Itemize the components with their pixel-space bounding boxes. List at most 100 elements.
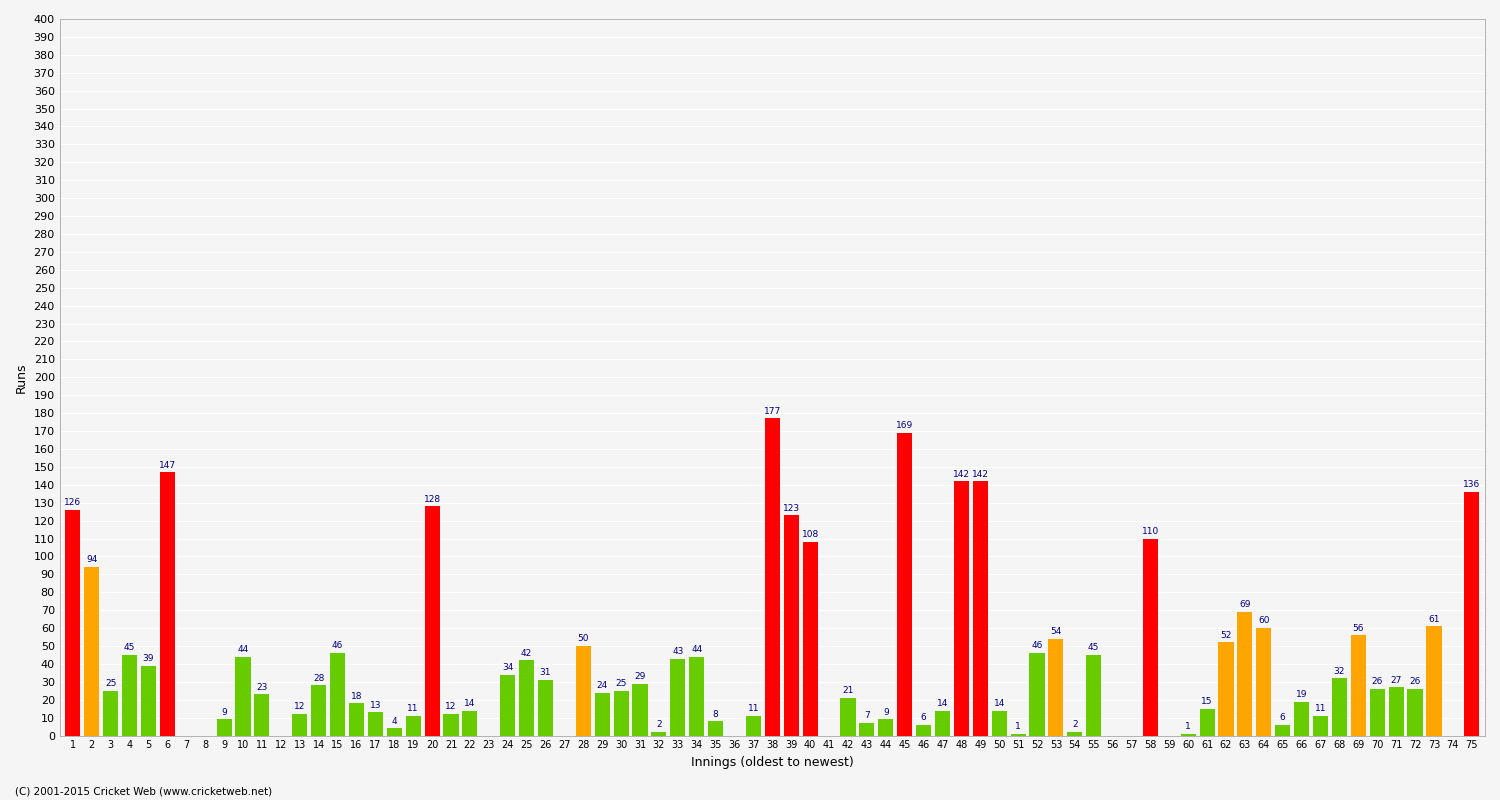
- Text: 94: 94: [86, 555, 98, 565]
- Text: 12: 12: [446, 702, 456, 711]
- Bar: [783, 515, 800, 735]
- Bar: [576, 646, 591, 735]
- Text: 24: 24: [597, 681, 608, 690]
- Bar: [992, 710, 1006, 735]
- Text: 44: 44: [692, 645, 702, 654]
- Text: 13: 13: [369, 701, 381, 710]
- Bar: [104, 690, 118, 735]
- Bar: [160, 472, 176, 735]
- Text: 11: 11: [408, 704, 419, 713]
- Bar: [878, 719, 894, 735]
- Bar: [538, 680, 554, 735]
- Text: 18: 18: [351, 692, 361, 701]
- Bar: [1143, 538, 1158, 735]
- Text: 169: 169: [896, 421, 914, 430]
- Bar: [708, 722, 723, 735]
- Text: 25: 25: [615, 679, 627, 688]
- Bar: [1352, 635, 1366, 735]
- Text: 42: 42: [520, 649, 532, 658]
- Text: 19: 19: [1296, 690, 1308, 699]
- Bar: [1312, 716, 1328, 735]
- Bar: [651, 732, 666, 735]
- Bar: [746, 716, 760, 735]
- Text: 2: 2: [1072, 720, 1077, 730]
- X-axis label: Innings (oldest to newest): Innings (oldest to newest): [692, 756, 853, 769]
- Text: 14: 14: [938, 699, 948, 708]
- Bar: [594, 693, 610, 735]
- Text: 136: 136: [1462, 480, 1480, 490]
- Bar: [1294, 702, 1310, 735]
- Bar: [954, 481, 969, 735]
- Text: 2: 2: [656, 720, 662, 730]
- Text: 39: 39: [142, 654, 154, 663]
- Text: 28: 28: [314, 674, 324, 682]
- Bar: [1370, 689, 1384, 735]
- Bar: [765, 418, 780, 735]
- Bar: [1407, 689, 1422, 735]
- Bar: [236, 657, 250, 735]
- Text: 8: 8: [712, 710, 718, 718]
- Text: 26: 26: [1371, 678, 1383, 686]
- Bar: [1200, 709, 1215, 735]
- Text: 34: 34: [503, 663, 513, 672]
- Text: 29: 29: [634, 672, 645, 681]
- Text: 7: 7: [864, 711, 870, 720]
- Text: 14: 14: [993, 699, 1005, 708]
- Bar: [66, 510, 81, 735]
- Text: 123: 123: [783, 503, 800, 513]
- Text: 52: 52: [1221, 630, 1232, 640]
- Bar: [444, 714, 459, 735]
- Text: 44: 44: [237, 645, 249, 654]
- Text: 27: 27: [1390, 675, 1402, 685]
- Text: 11: 11: [747, 704, 759, 713]
- Text: 43: 43: [672, 647, 684, 656]
- Bar: [897, 433, 912, 735]
- Bar: [84, 567, 99, 735]
- Text: 9: 9: [222, 708, 226, 717]
- Bar: [1180, 734, 1196, 735]
- Text: 6: 6: [1280, 713, 1286, 722]
- Text: 4: 4: [392, 717, 398, 726]
- Bar: [216, 719, 231, 735]
- Bar: [688, 657, 705, 735]
- Bar: [1011, 734, 1026, 735]
- Text: 32: 32: [1334, 666, 1346, 675]
- Bar: [424, 506, 439, 735]
- Text: 50: 50: [578, 634, 590, 643]
- Bar: [1426, 626, 1442, 735]
- Bar: [614, 690, 628, 735]
- Text: 31: 31: [540, 668, 550, 678]
- Text: 12: 12: [294, 702, 306, 711]
- Text: 23: 23: [256, 682, 267, 692]
- Text: 26: 26: [1410, 678, 1420, 686]
- Text: 61: 61: [1428, 614, 1440, 624]
- Bar: [141, 666, 156, 735]
- Text: (C) 2001-2015 Cricket Web (www.cricketweb.net): (C) 2001-2015 Cricket Web (www.cricketwe…: [15, 786, 272, 796]
- Text: 25: 25: [105, 679, 117, 688]
- Bar: [292, 714, 308, 735]
- Text: 126: 126: [64, 498, 81, 507]
- Bar: [1257, 628, 1272, 735]
- Text: 177: 177: [764, 407, 782, 416]
- Text: 128: 128: [423, 494, 441, 503]
- Text: 6: 6: [921, 713, 927, 722]
- Bar: [330, 653, 345, 735]
- Bar: [462, 710, 477, 735]
- Bar: [405, 716, 420, 735]
- Bar: [122, 655, 136, 735]
- Bar: [310, 686, 326, 735]
- Text: 54: 54: [1050, 627, 1062, 636]
- Text: 14: 14: [464, 699, 476, 708]
- Bar: [368, 712, 382, 735]
- Bar: [519, 660, 534, 735]
- Bar: [500, 674, 514, 735]
- Bar: [1389, 687, 1404, 735]
- Bar: [1066, 732, 1083, 735]
- Bar: [1464, 492, 1479, 735]
- Bar: [1218, 642, 1233, 735]
- Bar: [1029, 653, 1044, 735]
- Bar: [859, 723, 874, 735]
- Text: 9: 9: [884, 708, 888, 717]
- Bar: [633, 684, 648, 735]
- Text: 1: 1: [1016, 722, 1022, 731]
